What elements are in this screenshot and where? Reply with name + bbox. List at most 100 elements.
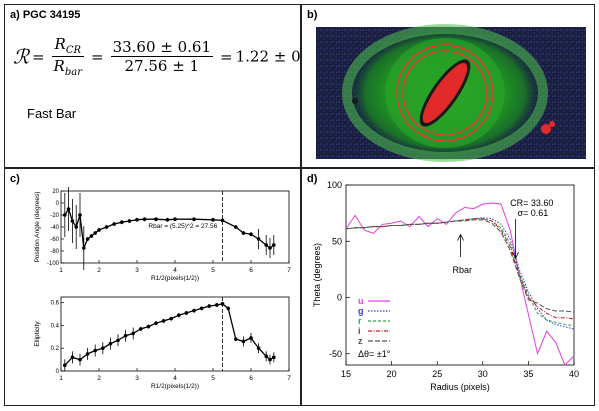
pa-chart-y-tick-label: 0 (56, 201, 60, 207)
theta-y-tick-label: -50 (329, 349, 342, 359)
pa-chart-data-point (89, 234, 94, 238)
theta-x-tick-label: 25 (432, 369, 442, 379)
ell-chart-data-point (241, 339, 246, 344)
ell-chart-y-tick-label: 0.2 (51, 346, 60, 352)
pa-chart-y-tick-label: -40 (50, 225, 59, 231)
pa-chart-data-point (173, 217, 177, 221)
ell-chart-x-tick-label: 6 (249, 375, 253, 382)
ell-chart-data-point (70, 355, 75, 360)
theta-chart: 15 20 25 30 35 40 100 50 0 -50 Radius (pixels) Thet… (312, 180, 579, 392)
ell-chart-frame (60, 296, 290, 372)
pa-chart-data-point (165, 218, 170, 222)
pa-chart-x-tick-label: 4 (173, 267, 177, 274)
ell-chart-x-tick-label: 1 (59, 375, 63, 382)
pa-chart-x-tick-label: 5 (211, 267, 215, 274)
theta-x-tick-label: 15 (341, 369, 351, 379)
ell-chart-x-tick-label: 5 (211, 375, 215, 382)
legend-label-i: i (358, 326, 361, 336)
ell-chart-data-point (154, 321, 158, 325)
outer-ring (342, 24, 548, 162)
cr-arrowhead (512, 251, 519, 260)
red-source (541, 124, 551, 134)
pa-chart-data-point (85, 237, 90, 241)
ell-chart-y-tick-label: 0.6 (51, 301, 60, 307)
radius-fraction: RCR Rbar (51, 35, 84, 78)
legend-label-r: r (358, 316, 362, 326)
pa-chart-data-point (78, 213, 82, 217)
pa-chart-data-point (93, 231, 97, 235)
pa-chart-data-point (120, 220, 124, 224)
pa-chart-data-point (74, 225, 78, 229)
panel-c-label: c) (10, 173, 20, 185)
ell-chart-data-point (177, 313, 181, 318)
theta-series-u (345, 202, 575, 366)
theta-x-tick-label: 20 (387, 369, 397, 379)
pa-chart-data-point (63, 213, 67, 217)
pa-chart-data-point (82, 246, 86, 250)
ell-chart-profile-line (64, 303, 275, 366)
pa-chart-data-point (127, 219, 132, 223)
ell-chart-data-point (85, 352, 90, 356)
theta-y-axis-label: Theta (degrees) (312, 243, 322, 307)
ell-chart-data-point (192, 308, 196, 313)
pa-chart-data-point (104, 225, 109, 229)
pa-chart-data-point (142, 217, 147, 221)
ell-chart-data-point (123, 333, 128, 338)
theta-y-tick-label: 100 (327, 180, 342, 190)
ell-chart-data-point (234, 337, 238, 341)
pa-chart-x-axis-label: R1/2(pixels(1/2)) (151, 275, 199, 282)
pa-chart-data-point (70, 219, 75, 223)
pa-chart-y-tick-label: -20 (50, 213, 59, 219)
legend-label-g: g (358, 306, 364, 316)
ell-chart-data-point (139, 327, 143, 331)
pa-chart-x-tick-label: 3 (135, 267, 139, 274)
pa-chart-data-point (97, 228, 101, 232)
ratio-result: 1.22 ± 0.05 (235, 47, 301, 66)
ell-chart-data-point (101, 346, 105, 351)
ell-chart-data-point (215, 303, 219, 307)
pa-chart-data-point (272, 243, 276, 247)
theta-y-tick-label: 0 (337, 293, 342, 303)
ell-chart-data-point (146, 324, 151, 329)
pa-chart-data-point (268, 246, 272, 250)
pa-chart-y-axis-label: Position Angle (degrees) (34, 192, 41, 263)
bar-length-value: 27.56 ± 1 (124, 57, 200, 75)
theta-chart-frame (345, 184, 575, 366)
pa-chart-data-point (112, 222, 116, 226)
ell-chart-data-point (169, 316, 173, 321)
r-cr-subscript: CR (65, 45, 82, 56)
ell-chart-data-point (207, 304, 211, 308)
panel-d-label: d) (307, 173, 318, 185)
pa-chart-y-tick-label: -60 (50, 237, 59, 243)
legend-delta-theta: Δθ= ±1° (358, 349, 391, 359)
r-bar-letter: R (53, 57, 65, 75)
legend-label-z: z (358, 336, 363, 346)
value-fraction: 33.60 ± 0.61 27.56 ± 1 (110, 38, 214, 75)
pa-chart-data-point (241, 231, 246, 235)
panel-a-label: a) PGC 34195 (10, 9, 81, 21)
ell-chart-data-point (116, 338, 120, 343)
ell-chart-x-axis-label: R1/2(pixels(1/2)) (151, 383, 199, 390)
theta-x-tick-label: 30 (478, 369, 488, 379)
ell-chart-x-tick-label: 3 (135, 375, 139, 382)
ell-chart-data-point (268, 357, 272, 362)
panel-b: b) (301, 4, 595, 168)
pa-chart-x-tick-label: 7 (287, 267, 291, 274)
pa-chart-y-tick-label: 20 (52, 189, 59, 195)
galaxy-bar (419, 59, 471, 127)
bar-classification: Fast Bar (27, 106, 77, 121)
rbar-annotation: Rbar (453, 265, 473, 275)
ell-chart-data-point (264, 354, 269, 358)
pa-chart-data-point (234, 225, 238, 229)
panel-c: c) 1 2 3 4 5 6 7 20 0 -20 -40 -60 -80 -100 R1/2(pixels… (4, 168, 301, 406)
ell-chart-data-point (220, 302, 225, 306)
pa-chart-y-tick-label: -100 (47, 261, 60, 267)
pa-chart-bar-annotation: Rbar = (5.25)^2 = 27.56 (148, 223, 217, 230)
pa-chart-data-point (211, 218, 215, 222)
ell-chart-data-point (131, 331, 135, 336)
corotation-value: 33.60 ± 0.61 (110, 38, 214, 57)
ell-chart-x-tick-label: 4 (173, 375, 177, 382)
r-bar-subscript: bar (64, 67, 82, 78)
ell-chart-data-point (272, 355, 276, 360)
foreground-star (352, 98, 358, 104)
